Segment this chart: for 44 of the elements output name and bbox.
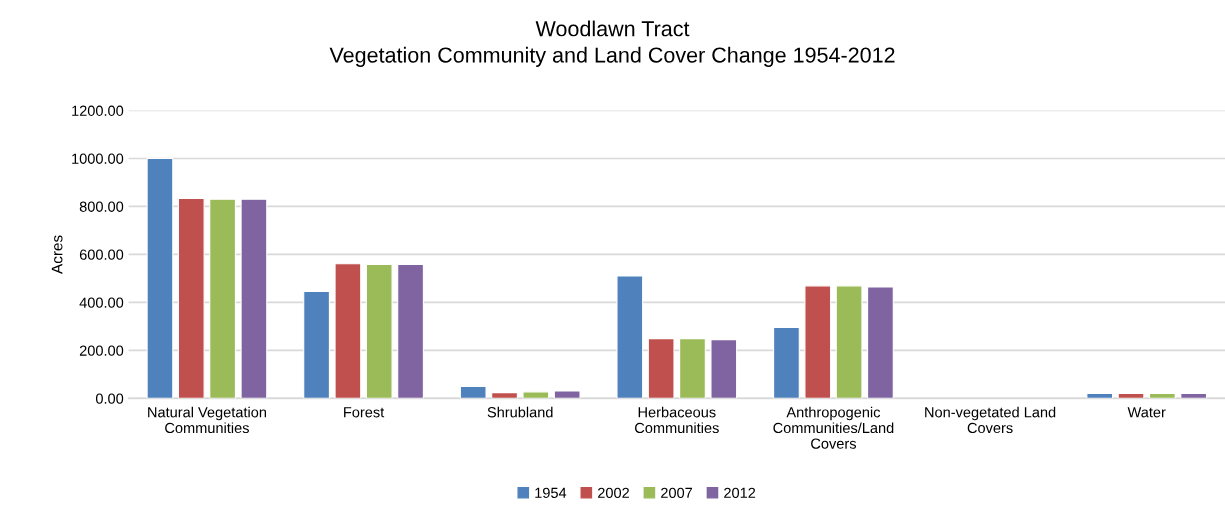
bar	[459, 385, 487, 399]
x-tick-label: Non-vegetated Land Covers	[925, 406, 1056, 434]
y-tick-label: 800.00	[79, 201, 124, 212]
legend-label: 2012	[724, 487, 756, 498]
bar	[616, 275, 644, 399]
legend-label: 2002	[598, 487, 629, 498]
y-tick-label: 600.00	[79, 249, 124, 260]
bar	[773, 326, 800, 399]
x-tick-label: Herbaceous Communities	[635, 406, 719, 434]
bar	[1180, 392, 1208, 399]
bar	[240, 198, 268, 399]
chart-title: Woodlawn Tract Vegetation Community and Land Cover Change 1954-2012	[329, 20, 895, 67]
bar	[522, 391, 550, 399]
bar	[867, 286, 894, 399]
bar	[679, 338, 706, 399]
bar	[835, 285, 863, 399]
x-tick-label: Anthropogenic Communities/Land Covers	[773, 406, 894, 449]
bar	[647, 338, 675, 399]
bar	[397, 263, 424, 399]
x-tick-label: Water	[1127, 407, 1166, 418]
bar	[710, 339, 738, 399]
bar	[804, 285, 832, 399]
y-tick-label: 1200.00	[72, 105, 124, 116]
x-tick-label: Forest	[344, 407, 385, 418]
legend-label: 2007	[661, 487, 693, 498]
y-tick-label: 0.00	[95, 393, 124, 404]
bar	[146, 157, 174, 399]
bar	[303, 290, 330, 399]
x-tick-label: Shrubland	[487, 406, 553, 418]
x-tick-label: Natural Vegetation Communities	[148, 406, 266, 434]
bar	[365, 263, 393, 399]
legend-label: 1954	[535, 487, 567, 498]
bar	[491, 392, 518, 399]
bar	[1148, 392, 1176, 399]
bar	[209, 198, 236, 399]
bar	[334, 263, 362, 399]
bar	[1086, 392, 1114, 399]
bar	[177, 197, 205, 399]
y-tick-label: 1000.00	[72, 153, 124, 164]
bar	[1117, 392, 1145, 399]
y-axis-title: Acres	[51, 235, 63, 274]
y-tick-label: 200.00	[79, 345, 124, 356]
bar	[553, 390, 581, 399]
y-tick-label: 400.00	[79, 297, 124, 308]
